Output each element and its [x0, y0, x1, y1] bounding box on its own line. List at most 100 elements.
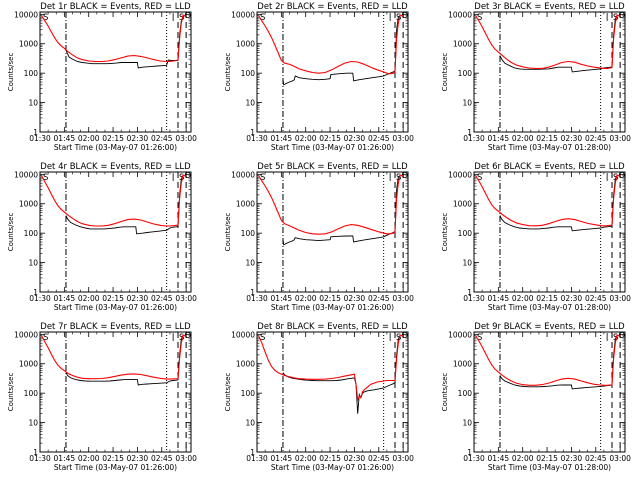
y-tick-label: 10000: [231, 10, 255, 19]
y-tick-label: 10: [462, 419, 472, 428]
segment-circle: [184, 171, 191, 178]
segment-circle: [401, 11, 408, 18]
x-tick-label: 02:15: [536, 454, 558, 463]
corner-label-left: S: [43, 173, 48, 183]
x-tick-label: 02:00: [78, 294, 100, 303]
x-tick-label: 02:30: [561, 134, 583, 143]
corner-label-right: S: [179, 13, 184, 23]
x-tick-label: 02:15: [102, 294, 124, 303]
x-tick-label: 02:45: [368, 134, 390, 143]
segment-circle: [401, 331, 408, 338]
y-tick-label: 1000: [453, 360, 472, 369]
y-axis-label: Counts/sec: [224, 53, 232, 92]
series-events-line: [65, 175, 187, 235]
series-events-line: [282, 15, 404, 86]
panel-det-5: Det 5r BLACK = Events, RED = LLD 1 10 100 10…: [224, 162, 414, 312]
y-tick-label: 1000: [19, 40, 38, 49]
series-lld-line: [41, 15, 187, 63]
y-tick-label: 1000: [19, 360, 38, 369]
x-tick-label: 01:45: [54, 454, 76, 463]
x-tick-label: 01:30: [246, 294, 268, 303]
y-tick-label: 1: [33, 288, 38, 297]
x-tick-label: 02:45: [368, 454, 390, 463]
y-tick-label: 1000: [236, 200, 255, 209]
y-tick-label: 100: [458, 229, 473, 238]
x-tick-label: 01:30: [29, 294, 51, 303]
y-tick-label: 100: [241, 229, 256, 238]
panel-title: Det 7r BLACK = Events, RED = LLD: [40, 322, 191, 332]
x-tick-label: 02:45: [585, 134, 607, 143]
x-tick-label: 02:45: [151, 134, 173, 143]
panel-det-3: Det 3r BLACK = Events, RED = LLD 1 10 100 10…: [441, 2, 631, 152]
plot-frame: [256, 11, 409, 133]
x-tick-label: 01:45: [488, 294, 510, 303]
x-tick-label: 03:00: [175, 454, 197, 463]
y-tick-label: 10000: [448, 330, 472, 339]
y-tick-label: 100: [241, 69, 256, 78]
y-tick-label: 10: [245, 259, 255, 268]
series-events-line: [499, 15, 621, 73]
x-tick-label: 02:15: [319, 454, 341, 463]
panel-title: Det 6r BLACK = Events, RED = LLD: [474, 162, 625, 172]
x-tick-label: 02:00: [512, 454, 534, 463]
panel-det-7: Det 7r BLACK = Events, RED = LLD 1 10 100 10…: [7, 322, 197, 472]
x-tick-label: 02:30: [127, 134, 149, 143]
x-axis-label: Start Time (03-May-07 01:26:00): [271, 303, 394, 312]
y-axis-label: Counts/sec: [224, 213, 232, 252]
x-axis-label: Start Time (03-May-07 01:28:00): [488, 463, 611, 472]
x-tick-label: 01:30: [463, 134, 485, 143]
x-tick-label: 02:30: [344, 294, 366, 303]
x-tick-label: 01:30: [29, 134, 51, 143]
y-axis-label: Counts/sec: [441, 373, 449, 412]
y-tick-label: 10: [28, 99, 38, 108]
series-lld-line: [41, 335, 187, 380]
x-tick-label: 01:45: [488, 134, 510, 143]
y-tick-label: 10000: [231, 330, 255, 339]
x-tick-label: 02:00: [78, 454, 100, 463]
x-tick-label: 02:00: [295, 134, 317, 143]
corner-label-left: S: [477, 173, 482, 183]
series-lld-line: [475, 15, 621, 69]
x-tick-label: 03:00: [392, 294, 414, 303]
y-tick-label: 1: [250, 448, 255, 457]
x-tick-label: 02:15: [536, 134, 558, 143]
panel-det-1: Det 1r BLACK = Events, RED = LLD 1 10 100 10…: [7, 2, 197, 152]
panel-title: Det 1r BLACK = Events, RED = LLD: [40, 2, 191, 12]
panel-det-6: Det 6r BLACK = Events, RED = LLD 1 10 100 10…: [441, 162, 631, 312]
panel-title: Det 3r BLACK = Events, RED = LLD: [474, 2, 625, 12]
x-tick-label: 02:30: [344, 454, 366, 463]
plot-frame: [39, 331, 192, 453]
panel-title: Det 8r BLACK = Events, RED = LLD: [257, 322, 408, 332]
x-tick-label: 03:00: [175, 134, 197, 143]
y-tick-label: 10: [245, 419, 255, 428]
y-tick-label: 1: [250, 128, 255, 137]
y-tick-label: 100: [241, 389, 256, 398]
x-tick-label: 02:15: [319, 294, 341, 303]
y-tick-label: 10000: [14, 330, 38, 339]
corner-label-left: S: [477, 13, 482, 23]
x-tick-label: 02:45: [151, 294, 173, 303]
y-tick-label: 1: [33, 128, 38, 137]
x-tick-label: 02:00: [512, 134, 534, 143]
x-axis-label: Start Time (03-May-07 01:26:00): [54, 463, 177, 472]
x-axis-label: Start Time (03-May-07 01:28:00): [488, 303, 611, 312]
corner-label-left: S: [477, 333, 482, 343]
series-events-line: [282, 175, 404, 246]
y-axis-label: Counts/sec: [441, 53, 449, 92]
series-lld-line: [258, 15, 404, 75]
x-tick-label: 01:45: [271, 454, 293, 463]
panel-title: Det 9r BLACK = Events, RED = LLD: [474, 322, 625, 332]
x-tick-label: 03:00: [175, 294, 197, 303]
series-events-line: [282, 335, 404, 414]
y-tick-label: 10: [28, 259, 38, 268]
panel-det-2: Det 2r BLACK = Events, RED = LLD 1 10 100 10…: [224, 2, 414, 152]
x-tick-label: 01:30: [463, 454, 485, 463]
corner-label-right: S: [396, 13, 401, 23]
x-tick-label: 02:30: [127, 294, 149, 303]
x-tick-label: 02:45: [151, 454, 173, 463]
series-lld-line: [475, 335, 621, 386]
x-axis-label: Start Time (03-May-07 01:26:00): [271, 463, 394, 472]
segment-circle: [618, 331, 625, 338]
x-tick-label: 03:00: [609, 454, 631, 463]
